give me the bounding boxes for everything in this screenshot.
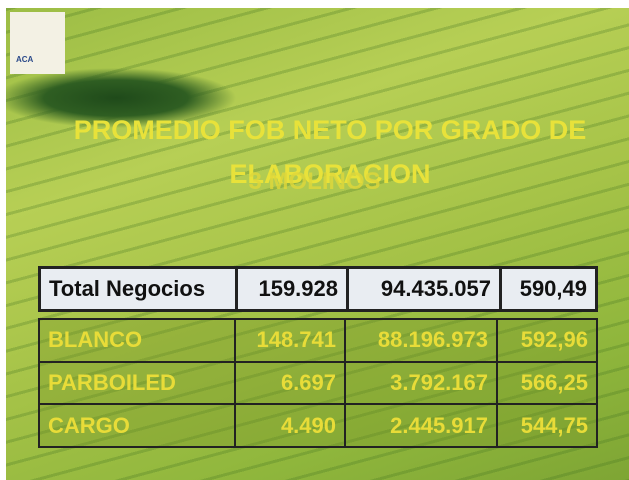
slide: ACA PROMEDIO FOB NETO POR GRADO DE ELABO…: [0, 0, 629, 480]
row-label: PARBOILED: [39, 362, 235, 405]
slide-subtitle: 3 MOLINOS: [0, 168, 629, 196]
cell: 94.435.057: [348, 268, 501, 311]
cell: 4.490: [235, 404, 345, 447]
cell: 2.445.917: [345, 404, 497, 447]
row-label: BLANCO: [39, 319, 235, 362]
cell: 159.928: [237, 268, 348, 311]
cell: 6.697: [235, 362, 345, 405]
cell: 566,25: [497, 362, 597, 405]
row-label: CARGO: [39, 404, 235, 447]
cell: 148.741: [235, 319, 345, 362]
cell: 544,75: [497, 404, 597, 447]
logo: ACA: [10, 12, 65, 74]
logo-text: ACA: [16, 55, 33, 64]
cell: 590,49: [501, 268, 597, 311]
cell: 592,96: [497, 319, 597, 362]
row-label: Total Negocios: [40, 268, 237, 311]
cell: 3.792.167: [345, 362, 497, 405]
cell: 88.196.973: [345, 319, 497, 362]
